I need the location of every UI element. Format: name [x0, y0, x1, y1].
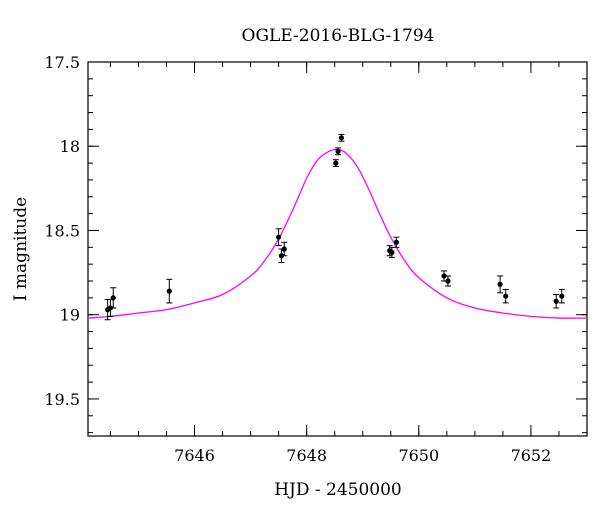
data-marker	[393, 239, 399, 245]
data-marker	[445, 278, 451, 284]
data-point	[497, 275, 504, 294]
data-marker	[281, 246, 287, 252]
plot-frame	[87, 61, 588, 437]
chart-title: OGLE-2016-BLG-1794	[242, 26, 435, 46]
data-point	[388, 246, 395, 258]
data-marker	[441, 273, 447, 279]
data-point	[441, 270, 448, 282]
data-point	[338, 133, 345, 142]
data-marker	[497, 281, 503, 287]
data-marker	[389, 249, 395, 255]
x-tick-label: 7652	[511, 446, 552, 465]
data-point	[275, 228, 282, 247]
data-point	[393, 236, 400, 248]
plot-area: 7646 7648 7650 7652 17.5 18 18.5 19 19.5	[44, 53, 588, 465]
data-marker	[338, 135, 345, 141]
data-point	[444, 275, 451, 287]
data-point	[553, 293, 560, 309]
data-point	[335, 147, 342, 156]
x-axis-label: HJD - 2450000	[274, 480, 402, 500]
data-marker	[553, 298, 559, 304]
x-tick-label: 7648	[286, 446, 327, 465]
y-tick-label: 17.5	[44, 53, 80, 72]
data-marker	[333, 160, 339, 166]
data-marker	[276, 234, 282, 240]
y-tick-label: 19.5	[44, 390, 80, 409]
data-point	[558, 288, 565, 304]
data-point	[281, 241, 288, 257]
y-tick-label: 18	[60, 137, 80, 156]
y-tick-label: 18.5	[44, 221, 80, 240]
data-marker	[166, 288, 172, 294]
data-point	[502, 288, 509, 304]
y-tick-label: 19	[60, 306, 80, 325]
data-marker	[110, 295, 116, 301]
x-tick-label: 7650	[398, 446, 439, 465]
y-axis-label: I magnitude	[11, 197, 31, 301]
data-point	[110, 287, 117, 309]
x-tick-label: 7646	[174, 446, 215, 465]
model-curve	[87, 148, 588, 319]
data-point	[332, 159, 339, 167]
data-point	[166, 278, 173, 304]
data-marker	[503, 293, 509, 299]
data-marker	[559, 293, 565, 299]
data-marker	[335, 148, 341, 154]
